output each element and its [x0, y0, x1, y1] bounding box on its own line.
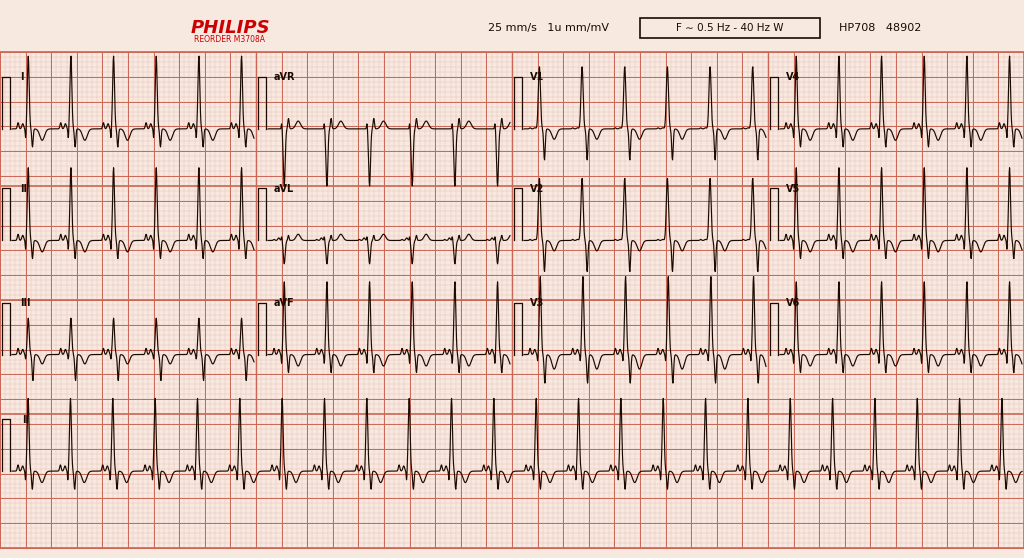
Text: I: I	[20, 73, 24, 83]
Text: V6: V6	[786, 298, 800, 308]
Text: V3: V3	[530, 298, 544, 308]
Text: aVR: aVR	[274, 73, 296, 83]
Text: II: II	[20, 184, 27, 194]
Text: V2: V2	[530, 184, 544, 194]
Bar	[640, 18, 820, 38]
Text: REORDER M3708A: REORDER M3708A	[195, 35, 265, 44]
Text: V1: V1	[530, 73, 544, 83]
Text: V4: V4	[786, 73, 800, 83]
Text: III: III	[20, 298, 31, 308]
Bar	[0, 52, 1024, 548]
Text: V5: V5	[786, 184, 800, 194]
Text: F ∼ 0.5 Hz - 40 Hz W: F ∼ 0.5 Hz - 40 Hz W	[676, 23, 783, 33]
Text: II: II	[22, 415, 29, 425]
Text: aVF: aVF	[274, 298, 295, 308]
Text: PHILIPS: PHILIPS	[190, 19, 269, 37]
Text: HP708   48902: HP708 48902	[839, 23, 922, 33]
Text: aVL: aVL	[274, 184, 294, 194]
Text: 25 mm/s   1u mm/mV: 25 mm/s 1u mm/mV	[487, 23, 608, 33]
